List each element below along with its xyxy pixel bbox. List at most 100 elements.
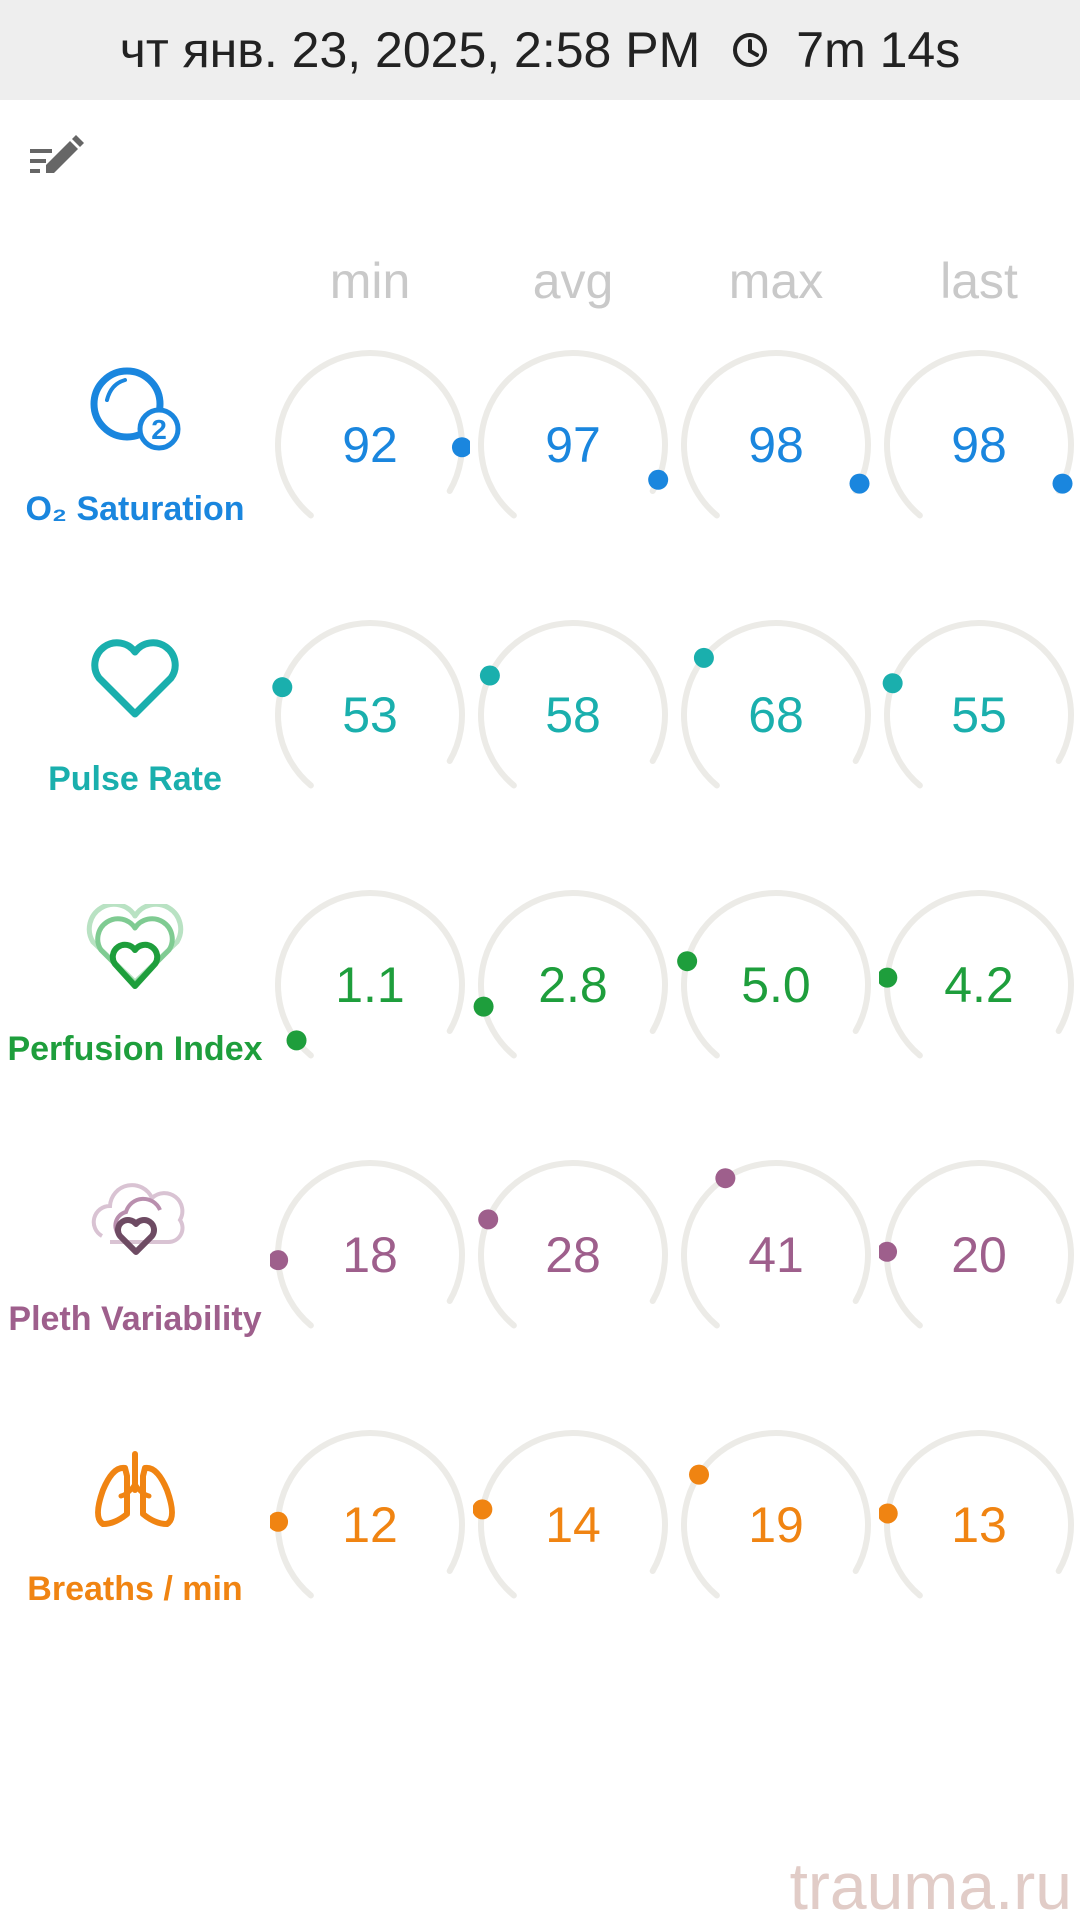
svg-text:2: 2 — [151, 414, 167, 445]
gauge-value-pleth-min: 18 — [342, 1227, 398, 1283]
gauge-o2-max — [681, 350, 871, 519]
gauge-value-breath-avg: 14 — [545, 1497, 601, 1553]
gauge-pulse-max — [681, 620, 871, 789]
gauge-indicator-dot — [689, 1464, 710, 1485]
edit-list-icon[interactable] — [28, 135, 88, 185]
gauge-breath-max — [681, 1430, 871, 1599]
gauge-pulse-min — [272, 620, 465, 789]
gauge-track — [884, 620, 1074, 789]
gauge-breath-last — [879, 1430, 1074, 1599]
gauge-track — [681, 1430, 871, 1599]
gauge-indicator-dot — [677, 951, 698, 972]
gauge-pulse-last — [882, 620, 1074, 789]
gauge-indicator-dot — [270, 1511, 289, 1532]
lungs-icon — [85, 1444, 185, 1539]
metric-label-breath: Breaths / min — [27, 1570, 243, 1608]
gauge-indicator-dot — [473, 996, 494, 1017]
gauge-value-pulse-min: 53 — [342, 687, 398, 743]
gauge-value-o2-min: 92 — [342, 417, 398, 473]
metric-label-perf: Perfusion Index — [7, 1030, 263, 1068]
gauge-indicator-dot — [272, 677, 293, 698]
gauge-value-pleth-avg: 28 — [545, 1227, 601, 1283]
gauge-indicator-dot — [648, 469, 669, 490]
gauge-indicator-dot — [879, 1503, 898, 1524]
gauge-o2-min — [275, 350, 470, 519]
gauge-pleth-max — [681, 1160, 871, 1329]
gauge-value-o2-last: 98 — [951, 417, 1007, 473]
gauge-perf-last — [879, 890, 1074, 1059]
gauge-track — [681, 350, 871, 519]
gauge-value-pleth-last: 20 — [951, 1227, 1007, 1283]
gauge-value-breath-min: 12 — [342, 1497, 398, 1553]
gauge-track — [884, 350, 1074, 519]
gauge-o2-last — [884, 350, 1074, 519]
metric-label-o2: O₂ Saturation — [25, 490, 245, 528]
datetime-text: чт янв. 23, 2025, 2:58 PM — [119, 22, 701, 78]
column-header-last: last — [940, 253, 1018, 309]
gauge-value-pleth-max: 41 — [748, 1227, 804, 1283]
o2-bubble-icon: 2 — [85, 364, 185, 459]
gauge-track — [681, 620, 871, 789]
gauge-track — [275, 890, 465, 1059]
gauge-o2-avg — [478, 350, 669, 519]
gauge-indicator-dot — [479, 665, 500, 686]
gauge-track — [478, 350, 668, 519]
gauge-indicator-dot — [715, 1168, 736, 1189]
gauge-indicator-dot — [270, 1250, 289, 1271]
gauge-track — [478, 620, 668, 789]
gauge-indicator-dot — [849, 473, 870, 494]
gauge-indicator-dot — [451, 437, 470, 458]
gauge-track — [884, 1160, 1074, 1329]
gauge-pleth-avg — [478, 1160, 668, 1329]
metric-label-pleth: Pleth Variability — [8, 1300, 262, 1338]
gauge-track — [478, 1430, 668, 1599]
gauge-indicator-dot — [1052, 473, 1073, 494]
gauge-indicator-dot — [882, 673, 903, 694]
gauge-value-perf-last: 4.2 — [944, 957, 1014, 1013]
status-bar: чт янв. 23, 2025, 2:58 PM 7m 14s — [0, 0, 1080, 100]
layered-hearts-icon — [85, 901, 185, 999]
gauge-value-pulse-last: 55 — [951, 687, 1007, 743]
gauge-track — [275, 1160, 465, 1329]
gauge-value-breath-last: 13 — [951, 1497, 1007, 1553]
gauge-value-perf-min: 1.1 — [335, 957, 405, 1013]
gauge-perf-avg — [473, 890, 668, 1059]
gauge-indicator-dot — [693, 647, 714, 668]
watermark-text: trauma.ru — [789, 1849, 1072, 1923]
gauge-track — [275, 620, 465, 789]
column-header-min: min — [329, 253, 411, 309]
gauge-indicator-dot — [478, 1209, 499, 1230]
gauge-value-o2-avg: 97 — [545, 417, 601, 473]
gauge-value-perf-max: 5.0 — [741, 957, 811, 1013]
gauge-track — [884, 890, 1074, 1059]
gauge-value-breath-max: 19 — [748, 1497, 804, 1553]
metric-label-pulse: Pulse Rate — [48, 760, 222, 798]
duration-text: 7m 14s — [796, 22, 961, 78]
gauge-track — [884, 1430, 1074, 1599]
gauge-value-pulse-max: 68 — [748, 687, 804, 743]
gauge-pleth-last — [879, 1160, 1074, 1329]
gauge-value-pulse-avg: 58 — [545, 687, 601, 743]
gauge-track — [478, 1160, 668, 1329]
gauge-indicator-dot — [473, 1499, 493, 1520]
gauge-track — [681, 1160, 871, 1329]
gauge-track — [681, 890, 871, 1059]
heart-icon — [85, 634, 185, 729]
clock-icon — [733, 33, 768, 67]
gauge-indicator-dot — [286, 1030, 307, 1051]
gauge-indicator-dot — [879, 967, 898, 988]
cloud-heart-icon — [80, 1174, 190, 1269]
gauge-breath-avg — [473, 1430, 668, 1599]
gauge-perf-min — [275, 890, 465, 1059]
column-header-avg: avg — [532, 253, 614, 309]
gauge-value-o2-max: 98 — [748, 417, 804, 473]
gauge-pulse-avg — [478, 620, 668, 789]
column-header-max: max — [728, 253, 824, 309]
gauge-breath-min — [270, 1430, 465, 1599]
gauge-indicator-dot — [879, 1241, 898, 1262]
gauge-value-perf-avg: 2.8 — [538, 957, 608, 1013]
gauge-perf-max — [677, 890, 871, 1059]
gauge-track — [275, 350, 465, 519]
gauge-pleth-min — [270, 1160, 465, 1329]
gauge-track — [275, 1430, 465, 1599]
